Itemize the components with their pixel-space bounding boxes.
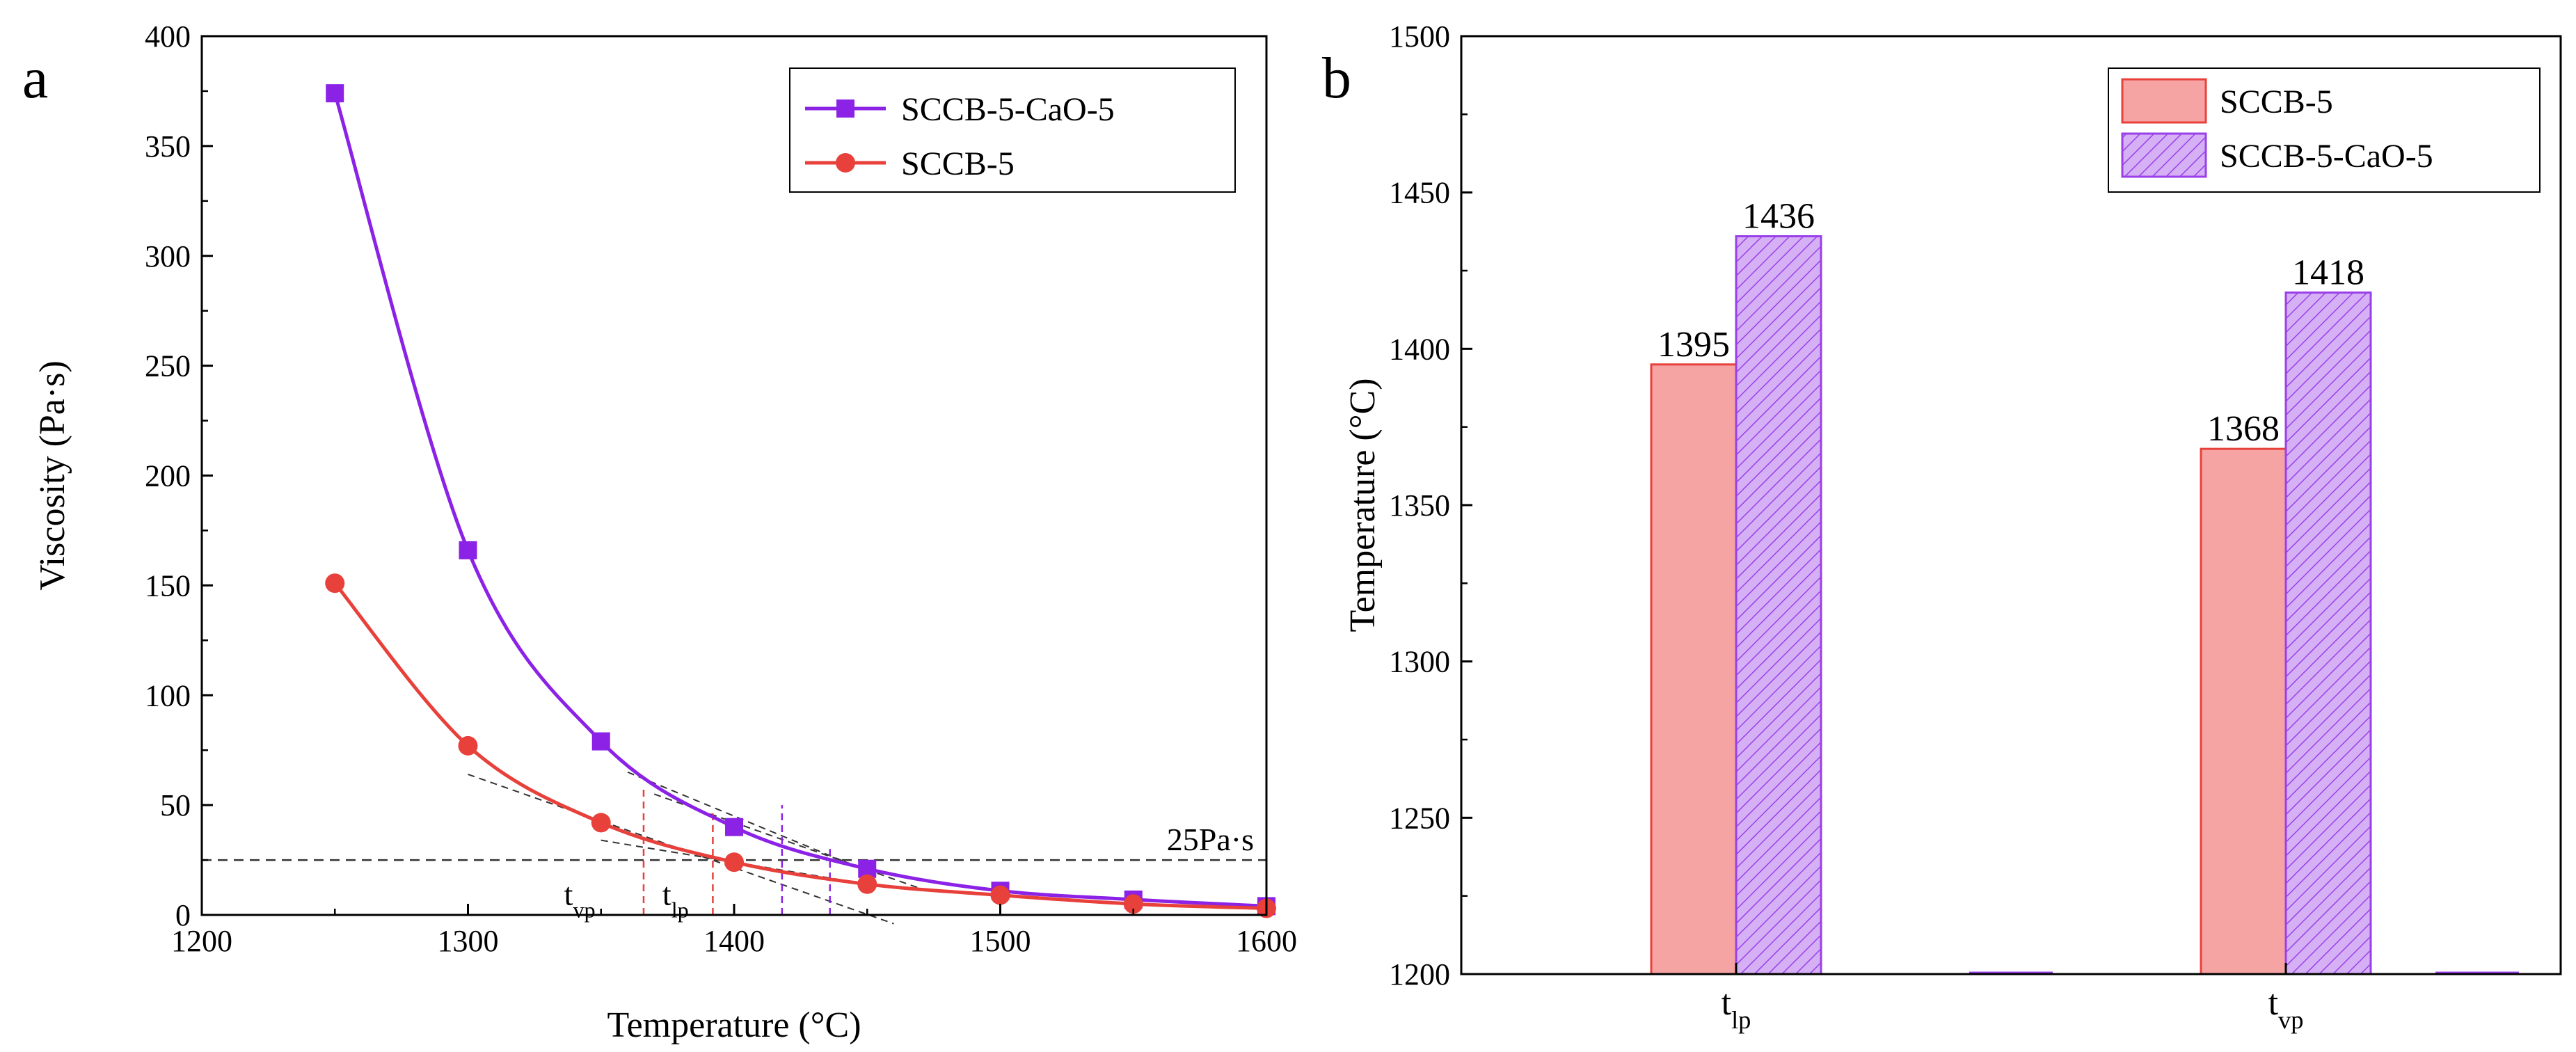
x-tick-label: 1400 — [703, 924, 765, 958]
y-tick-label: 150 — [145, 568, 191, 603]
bar-value-label: 1395 — [1657, 325, 1730, 365]
legend-swatch — [2121, 132, 2207, 178]
bar-value-label: 1418 — [2292, 253, 2364, 292]
y-axis-label: Temperature (°C) — [1343, 378, 1383, 632]
x-tick-label: 1500 — [970, 924, 1031, 958]
x-tick-label: 1300 — [438, 924, 499, 958]
y-tick-label: 1250 — [1389, 801, 1450, 835]
data-point — [326, 84, 344, 103]
y-tick-label: 50 — [160, 788, 191, 822]
panel-label-b: b — [1322, 46, 1351, 111]
legend-label: SCCB-5-CaO-5 — [2220, 138, 2433, 175]
legend-box — [789, 67, 1236, 193]
temperature-bar-chart: b 1395 1368 1436 1418 1200 1250 1300 1350 1400 145… — [1322, 19, 2562, 1034]
bar — [2200, 447, 2287, 975]
data-point — [857, 874, 877, 894]
y-tick-label: 100 — [145, 678, 191, 712]
y-tick-label: 1300 — [1389, 645, 1450, 679]
viscosity-chart: a 25Pa·s tvp tlp 1200 1300 1400 1500 1600 0 50 100 1… — [22, 19, 1297, 1045]
x-category-label: tlp — [1722, 983, 1751, 1034]
legend-marker — [836, 99, 854, 118]
x-axis-label: Temperature (°C) — [607, 1005, 861, 1045]
panel-label-a: a — [22, 46, 48, 111]
data-point — [990, 885, 1010, 905]
legend-label: SCCB-5-CaO-5 — [901, 91, 1115, 128]
data-point — [458, 735, 478, 756]
tlp-label: tlp — [662, 876, 689, 922]
bar — [1735, 235, 1822, 975]
legend-label: SCCB-5 — [2220, 83, 2333, 120]
y-tick-label: 1500 — [1389, 19, 1450, 54]
y-tick-label: 1200 — [1389, 957, 1450, 991]
series-line — [333, 93, 1267, 908]
bar — [1650, 363, 1738, 975]
y-tick-label: 1450 — [1389, 176, 1450, 210]
legend-label: SCCB-5 — [901, 145, 1015, 182]
data-point — [724, 852, 744, 872]
x-category-label: tvp — [2268, 983, 2304, 1034]
y-tick-label: 300 — [145, 239, 191, 273]
bar-value-label: 1368 — [2207, 409, 2280, 449]
legend-swatch — [2121, 78, 2207, 124]
y-tick-label: 400 — [145, 19, 191, 54]
y-tick-label: 350 — [145, 129, 191, 164]
data-point — [1123, 894, 1143, 914]
y-tick-label: 0 — [175, 898, 191, 932]
y-tick-label: 1400 — [1389, 332, 1450, 366]
data-point — [725, 818, 743, 836]
bar-value-label: 1436 — [1742, 197, 1815, 237]
x-tick-label: 1200 — [171, 924, 232, 958]
y-tick-label: 200 — [145, 459, 191, 493]
bar — [2284, 291, 2372, 975]
data-point — [591, 813, 611, 833]
tvp-label: tvp — [564, 876, 596, 922]
data-point — [325, 573, 345, 593]
data-point — [459, 541, 477, 559]
threshold-label: 25Pa·s — [1167, 822, 1254, 857]
tangent-line — [627, 771, 868, 872]
y-tick-label: 250 — [145, 349, 191, 383]
legend-marker — [836, 153, 855, 173]
y-tick-label: 1350 — [1389, 488, 1450, 523]
data-point — [591, 732, 610, 751]
y-axis-label: Viscosity (Pa·s) — [33, 360, 72, 591]
x-tick-label: 1600 — [1236, 924, 1297, 958]
